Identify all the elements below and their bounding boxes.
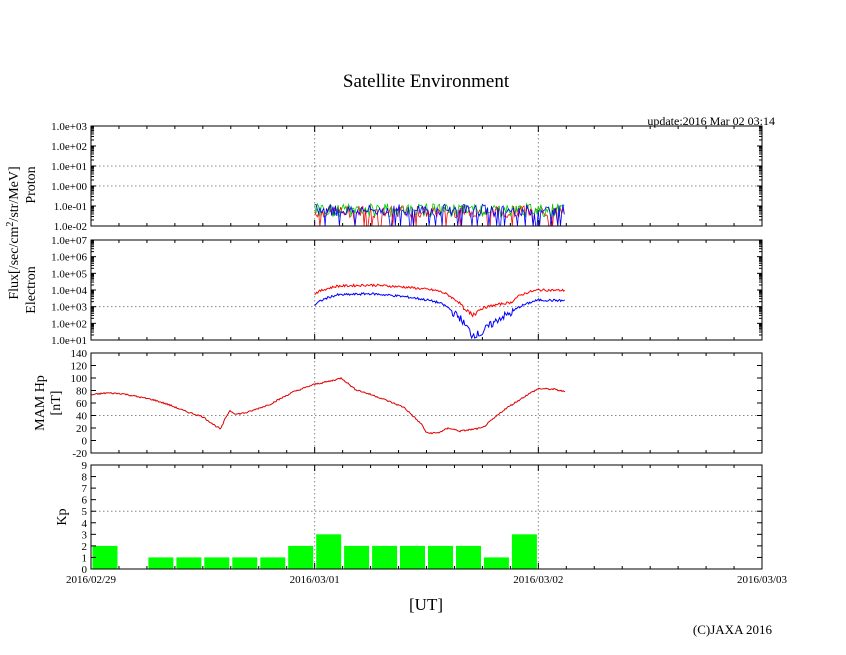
y-tick-label: -20	[72, 448, 87, 460]
y-tick-label: 1.0e-02	[54, 221, 87, 233]
panel-frame	[90, 125, 763, 227]
y-tick-label: 1.0e+02	[51, 141, 87, 153]
y-tick-label: 40	[76, 411, 88, 423]
y-tick-label: 1.0e+01	[51, 161, 87, 173]
panel-data	[92, 534, 537, 569]
y-tick-label: 1.0e+00	[51, 181, 87, 193]
x-axis-label: [UT]	[409, 595, 443, 614]
y-tick-label: 0	[82, 564, 88, 576]
y-tick-label: 8	[82, 472, 88, 484]
copyright-label: (C)JAXA 2016	[693, 622, 773, 637]
y-tick-label: 3	[82, 529, 88, 541]
proton-series-line	[314, 203, 565, 226]
y-tick-label: 9	[82, 460, 88, 472]
hp-axis-label: MAM Hp	[33, 375, 48, 431]
proton-series-line	[314, 202, 565, 218]
x-tick-label: 2016/03/01	[290, 574, 340, 586]
y-tick-label: 120	[71, 361, 88, 373]
y-tick-label: 2	[82, 541, 88, 553]
panel-frame	[90, 464, 763, 570]
kp-bar	[483, 557, 509, 569]
y-tick-label: 100	[71, 373, 88, 385]
x-tick-label: 2016/03/02	[513, 574, 563, 586]
kp-bar	[260, 557, 286, 569]
y-tick-label: 4	[82, 518, 88, 530]
kp-axis-label: Kp	[55, 508, 70, 525]
y-tick-label: 1.0e+05	[51, 268, 87, 280]
kp-bar	[511, 534, 537, 569]
x-tick-label: 2016/02/29	[66, 574, 117, 586]
kp-bar	[372, 545, 398, 569]
panel-electron: 1.0e+01 1.0e+02 1.0e+03 1.0e+04 1.0e+05 1.0e+…	[51, 235, 763, 347]
y-tick-label: 80	[76, 386, 88, 398]
kp-bar	[232, 557, 258, 569]
kp-bar	[456, 545, 481, 569]
kp-bar	[148, 557, 174, 569]
y-tick-label: 1.0e+01	[51, 335, 87, 347]
panel-data	[314, 283, 566, 340]
y-tick-label: 1.0e+07	[51, 235, 87, 247]
hp-axis-unit-label: [nT]	[49, 391, 64, 416]
panel-proton: 1.0e-02 1.0e-01 1.0e+00 1.0e+01 1.0e+02 1.0e+…	[51, 121, 763, 233]
flux-axis-label: Flux[/sec/cm2/str/MeV]	[5, 166, 22, 299]
y-tick-label: 1	[82, 552, 88, 564]
y-tick-label: 5	[82, 506, 88, 518]
panel-data	[91, 377, 566, 435]
panel-data	[314, 202, 565, 226]
kp-bar	[288, 545, 314, 569]
chart-title: Satellite Environment	[343, 71, 510, 92]
y-tick-label: 1.0e+06	[51, 252, 87, 264]
kp-bar	[400, 545, 425, 569]
y-tick-label: 1.0e+02	[51, 318, 87, 330]
y-tick-label: 6	[82, 495, 88, 507]
electron-series-line	[314, 291, 565, 340]
electron-series-line	[314, 283, 566, 318]
x-tick-label: 2016/03/03	[737, 574, 788, 586]
flux-label-part: /str/MeV]	[7, 166, 22, 221]
proton-axis-label: Proton	[24, 166, 39, 203]
kp-bar	[428, 545, 453, 569]
kp-bar	[92, 545, 118, 569]
y-tick-label: 20	[76, 423, 88, 435]
flux-label-part: Flux[/sec/cm	[7, 226, 22, 299]
kp-bar	[176, 557, 202, 569]
kp-bar	[344, 545, 370, 569]
y-tick-label: 1.0e-01	[54, 201, 87, 213]
y-tick-label: 1.0e+04	[51, 285, 87, 297]
y-tick-label: 0	[82, 436, 88, 448]
y-tick-label: 7	[82, 483, 88, 495]
kp-bar	[204, 557, 230, 569]
panel-frame	[90, 352, 763, 454]
y-tick-label: 60	[76, 398, 88, 410]
y-tick-label: 1.0e+03	[51, 121, 87, 133]
kp-bar	[316, 534, 342, 569]
electron-axis-label: Electron	[24, 266, 39, 313]
y-tick-label: 140	[71, 348, 88, 360]
flux-label-superscript: 2	[5, 222, 16, 227]
y-tick-label: 1.0e+03	[51, 302, 87, 314]
proton-series-line	[314, 204, 565, 226]
hp-series-line	[91, 377, 566, 435]
update-label: update:2016 Mar 02 03:14	[647, 114, 775, 128]
panel-frame	[90, 239, 763, 341]
